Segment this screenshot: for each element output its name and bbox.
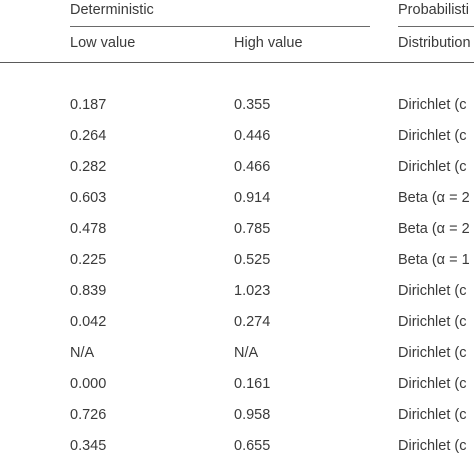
header-distribution: Distribution — [398, 35, 471, 51]
rule-probabilistic-group — [398, 26, 474, 27]
cell-distribution: Dirichlet (c — [398, 314, 467, 330]
header-high-value: High value — [234, 35, 303, 51]
cell-distribution: Dirichlet (c — [398, 438, 467, 454]
cell-low: 0.603 — [70, 190, 107, 206]
cell-high: 0.355 — [234, 97, 271, 113]
cell-low: 0.264 — [70, 128, 107, 144]
cell-high: 0.525 — [234, 252, 271, 268]
cell-distribution: Dirichlet (c — [398, 345, 467, 361]
cell-low: 0.839 — [70, 283, 107, 299]
cell-high: 0.785 — [234, 221, 271, 237]
header-deterministic: Deterministic — [70, 2, 154, 18]
cell-low: 0.042 — [70, 314, 107, 330]
cell-distribution: Beta (α = 1 — [398, 252, 470, 268]
cell-high: 0.914 — [234, 190, 271, 206]
cell-distribution: Beta (α = 2 — [398, 221, 470, 237]
cell-high: 1.023 — [234, 283, 271, 299]
cell-low: 0.000 — [70, 376, 107, 392]
header-probabilistic: Probabilisti — [398, 2, 469, 18]
cell-distribution: Dirichlet (c — [398, 376, 467, 392]
cell-high: 0.274 — [234, 314, 271, 330]
cell-high: 0.958 — [234, 407, 271, 423]
cell-low: 0.187 — [70, 97, 107, 113]
header-low-value: Low value — [70, 35, 136, 51]
cell-low: 0.345 — [70, 438, 107, 454]
cell-low: 0.726 — [70, 407, 107, 423]
cell-distribution: Beta (α = 2 — [398, 190, 470, 206]
rule-header-bottom — [0, 62, 474, 63]
cell-high: 0.446 — [234, 128, 271, 144]
cell-distribution: Dirichlet (c — [398, 97, 467, 113]
cell-distribution: Dirichlet (c — [398, 159, 467, 175]
cell-low: 0.282 — [70, 159, 107, 175]
cell-distribution: Dirichlet (c — [398, 407, 467, 423]
cell-distribution: Dirichlet (c — [398, 128, 467, 144]
cell-high: 0.466 — [234, 159, 271, 175]
cell-high: N/A — [234, 345, 259, 361]
cell-high: 0.161 — [234, 376, 271, 392]
cell-low: 0.225 — [70, 252, 107, 268]
cell-low: 0.478 — [70, 221, 107, 237]
cell-high: 0.655 — [234, 438, 271, 454]
rule-deterministic-group — [70, 26, 370, 27]
cell-distribution: Dirichlet (c — [398, 283, 467, 299]
cell-low: N/A — [70, 345, 95, 361]
